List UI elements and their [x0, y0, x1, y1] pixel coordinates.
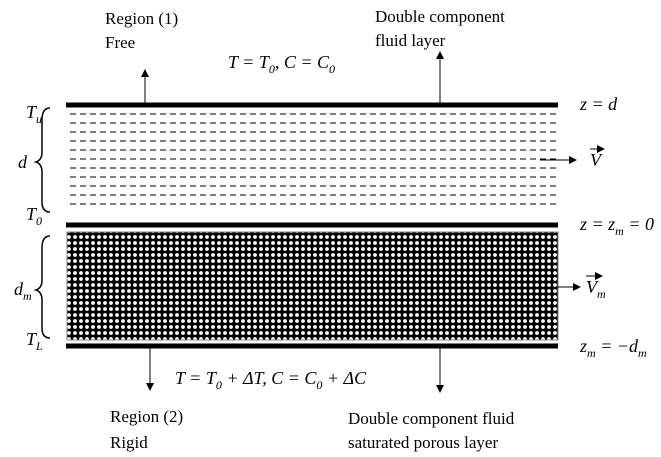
porous-layer: [66, 231, 559, 341]
brace: [33, 235, 51, 339]
subscript: m: [587, 346, 596, 360]
boundary: z = d: [579, 94, 618, 114]
temperature: T0: [26, 204, 42, 228]
subscript: m: [638, 346, 647, 360]
velocity: Vm: [586, 277, 606, 301]
math-text: T: [26, 204, 38, 224]
math-text: , C = C: [275, 52, 330, 72]
math-text: + ΔC: [322, 368, 367, 388]
subscript: 0: [36, 214, 42, 228]
boundary: z = zm = 0: [579, 214, 654, 238]
math-text: T: [26, 102, 38, 122]
subscript: m: [597, 287, 606, 301]
math-text: z = d: [579, 94, 618, 114]
region-type: Rigid: [110, 433, 148, 452]
layer-label: Double component: [375, 7, 505, 26]
layer-label: saturated porous layer: [348, 433, 498, 452]
temperature: Tu: [26, 102, 42, 126]
subscript: 0: [316, 378, 322, 392]
subscript: u: [36, 112, 42, 126]
condition: T = T0, C = C0: [228, 52, 335, 76]
region-type: Free: [105, 33, 135, 52]
subscript: 0: [216, 378, 222, 392]
brace: [33, 107, 51, 213]
math-text: z = z: [579, 214, 615, 234]
subscript: L: [35, 339, 43, 353]
subscript: 0: [329, 62, 335, 76]
subscript: m: [23, 289, 32, 303]
temperature: TL: [26, 329, 43, 353]
region-title: Region (1): [105, 9, 178, 28]
math-text: = −d: [596, 336, 639, 356]
velocity: V: [590, 150, 603, 170]
math-text: + ΔT, C = C: [222, 368, 318, 388]
math-text: T: [26, 329, 38, 349]
math-text: d: [14, 279, 24, 299]
region-title: Region (2): [110, 407, 183, 426]
math-text: = 0: [624, 214, 654, 234]
math-text: T = T: [175, 368, 218, 388]
math-text: V: [590, 150, 603, 170]
fluid-layer: [70, 113, 556, 205]
thickness: d: [18, 152, 28, 172]
subscript: m: [615, 224, 624, 238]
subscript: 0: [269, 62, 275, 76]
condition: T = T0 + ΔT, C = C0 + ΔC: [175, 368, 367, 392]
thickness: dm: [14, 279, 32, 303]
math-text: V: [586, 277, 599, 297]
math-text: d: [18, 152, 28, 172]
math-text: z: [579, 336, 587, 356]
layer-label: fluid layer: [375, 31, 446, 50]
layer-label: Double component fluid: [348, 409, 515, 428]
boundary: zm = −dm: [579, 336, 647, 360]
math-text: T = T: [228, 52, 271, 72]
